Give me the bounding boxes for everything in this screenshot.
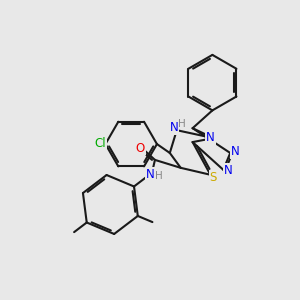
Text: N: N [206,130,215,144]
Text: N: N [231,146,240,158]
Text: Cl: Cl [95,136,106,150]
Text: N: N [224,164,233,177]
Text: N: N [169,121,178,134]
Text: O: O [136,142,145,154]
Text: H: H [178,119,186,129]
Text: N: N [146,168,154,181]
Text: H: H [155,171,163,181]
Text: S: S [210,171,217,184]
